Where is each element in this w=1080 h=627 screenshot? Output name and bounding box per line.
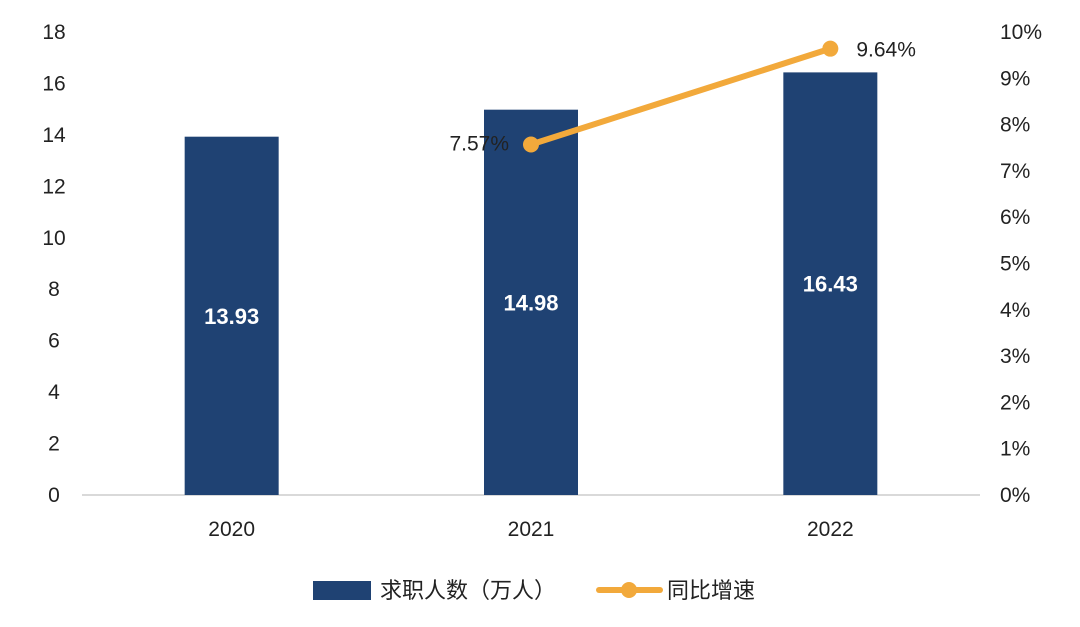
legend: 求职人数（万人） 同比增速 xyxy=(313,578,755,603)
line-data-label: 9.64% xyxy=(856,39,916,62)
line-point xyxy=(822,40,839,57)
axes: 0 2 4 6 8 10 12 14 16 18 0% 1% 2% 3% 4% 5% 6% 7% 8% 9% 10% 20… xyxy=(42,21,1042,541)
y-right-tick-label: 2% xyxy=(1000,391,1030,414)
line-series: 7.57% 9.64% xyxy=(449,39,915,156)
y-right-tick-label: 3% xyxy=(1000,345,1030,368)
y-left-tick-label: 12 xyxy=(42,175,65,198)
y-right-tick-label: 9% xyxy=(1000,67,1030,90)
y-left-tick-label: 14 xyxy=(42,124,66,147)
legend-line-marker xyxy=(621,582,637,598)
y-left-tick-label: 10 xyxy=(42,227,65,250)
y-left-tick-label: 18 xyxy=(42,21,65,44)
y-left-tick-label: 8 xyxy=(48,278,60,301)
y-left-tick-label: 16 xyxy=(42,72,65,95)
legend-bar-label: 求职人数（万人） xyxy=(380,578,556,603)
line-data-label: 7.57% xyxy=(449,133,509,156)
y-left-tick-label: 0 xyxy=(48,484,60,507)
x-tick-label: 2021 xyxy=(508,518,555,541)
bar xyxy=(184,136,279,495)
y-right-tick-label: 10% xyxy=(1000,21,1042,44)
growth-line xyxy=(528,45,834,148)
legend-bar-swatch xyxy=(313,581,371,600)
y-right-tick-label: 5% xyxy=(1000,253,1030,276)
bar-data-label: 16.43 xyxy=(803,272,858,297)
bar-data-label: 13.93 xyxy=(204,304,259,329)
legend-line-label: 同比增速 xyxy=(667,578,755,603)
y-left-tick-label: 4 xyxy=(48,381,60,404)
y-right-tick-label: 7% xyxy=(1000,160,1030,183)
x-tick-label: 2022 xyxy=(807,518,854,541)
bar xyxy=(484,109,578,495)
y-right-tick-label: 6% xyxy=(1000,206,1030,229)
bar-series: 13.93 14.98 16.43 xyxy=(184,72,878,496)
y-left-tick-label: 2 xyxy=(48,433,60,456)
y-right-tick-label: 1% xyxy=(1000,438,1030,461)
bar xyxy=(783,72,878,496)
x-tick-label: 2020 xyxy=(208,518,255,541)
line-point xyxy=(523,136,539,153)
bar-data-label: 14.98 xyxy=(503,290,558,315)
y-right-tick-label: 0% xyxy=(1000,484,1030,507)
y-right-tick-label: 4% xyxy=(1000,299,1030,322)
y-left-tick-label: 6 xyxy=(48,330,60,353)
y-right-tick-label: 8% xyxy=(1000,114,1030,137)
